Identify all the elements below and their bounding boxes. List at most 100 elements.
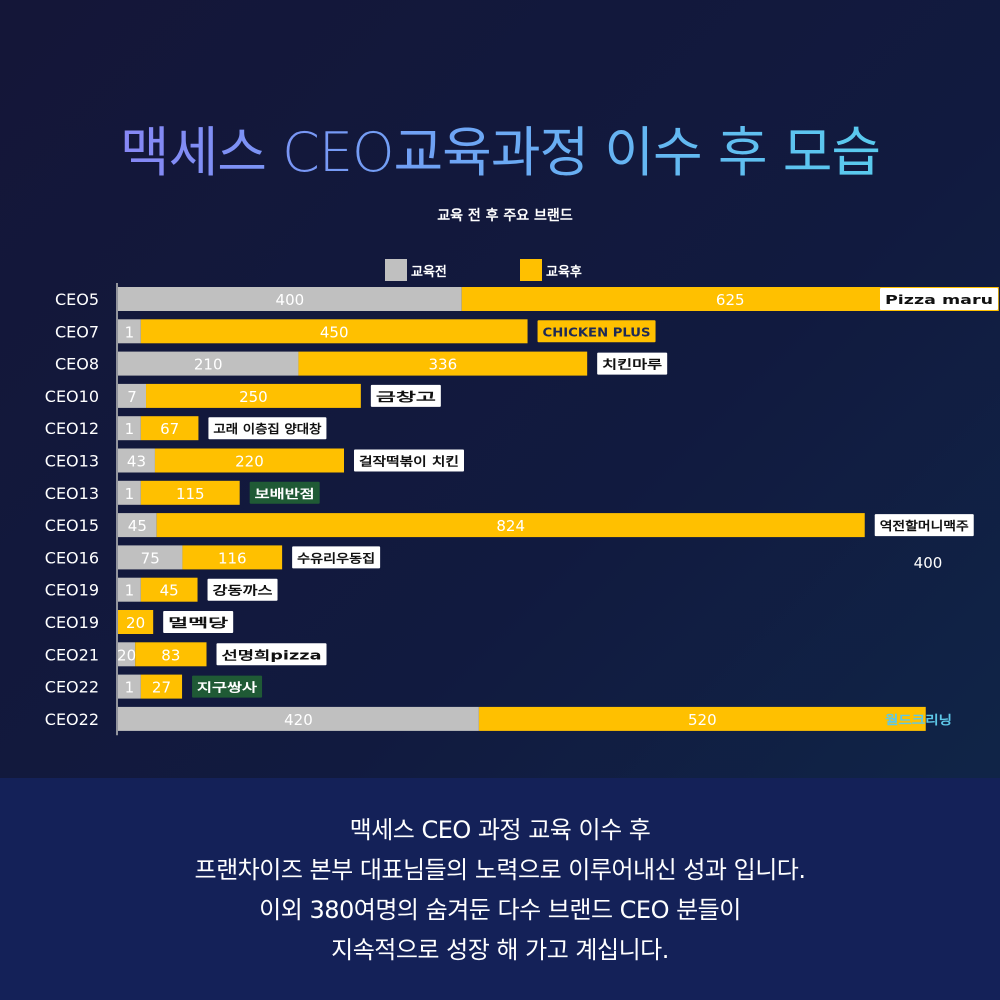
category-label: CEO10 (45, 387, 99, 406)
bar-before (118, 480, 141, 505)
brand-logo (874, 514, 974, 537)
brand-name: CHICKEN PLUS (543, 325, 651, 339)
bar-before (118, 383, 147, 408)
brand-logo (207, 578, 278, 601)
bar-before (118, 706, 479, 731)
value-label-after: 83 (161, 646, 180, 664)
value-label-before: 1 (125, 485, 135, 503)
brand-logo (370, 384, 441, 407)
legend-swatch-after (520, 259, 542, 281)
value-label-before: 1 (125, 679, 135, 697)
value-label-before: 1 (125, 323, 135, 341)
bar-after (140, 674, 183, 699)
bar-before (118, 642, 136, 667)
brand-name: 월드크리닝 (885, 712, 952, 727)
brand-name: 치킨마루 (602, 357, 662, 372)
brand-logo (192, 675, 263, 698)
category-label: CEO22 (45, 678, 99, 697)
brand-logo (537, 320, 656, 343)
category-label: CEO7 (55, 322, 99, 341)
bar-after (298, 351, 588, 376)
category-label: CEO16 (45, 548, 99, 567)
footer-line-3: 이외 380여명의 숨겨둔 다수 브랜드 CEO 분들이 (259, 896, 741, 924)
value-label-after: 20 (126, 614, 145, 632)
value-label-before: 43 (127, 453, 146, 471)
bar-before (118, 319, 141, 344)
brand-logo (163, 611, 234, 633)
brand-logo (249, 481, 320, 504)
category-label: CEO12 (45, 419, 99, 438)
value-label-before: 210 (194, 356, 223, 374)
brand-name: 고래 이층집 양대창 (213, 421, 321, 436)
value-label-before: 75 (141, 549, 160, 567)
value-label-after: 520 (688, 711, 717, 729)
bar-before (118, 674, 141, 699)
bar-after (140, 416, 199, 441)
brand-name: 역전할머니맥주 (880, 518, 969, 533)
brand-name: 멀멕당 (168, 615, 228, 630)
brand-name: 지구쌍사 (197, 680, 257, 695)
bar-before (118, 513, 157, 538)
value-label-before: 1 (125, 420, 135, 438)
bar-after (478, 706, 926, 731)
brand-logo (208, 417, 327, 440)
annotation-label: 400 (914, 554, 943, 572)
value-label-after: 67 (160, 420, 179, 438)
value-label-after: 115 (176, 485, 205, 503)
category-label: CEO15 (45, 516, 99, 535)
bar-before (118, 448, 155, 473)
brand-name: Pizza maru (885, 293, 993, 307)
category-label: CEO19 (45, 581, 99, 600)
category-label: CEO5 (55, 290, 99, 309)
bar-after (146, 383, 361, 408)
bar-before (118, 351, 299, 376)
bar-after (154, 448, 344, 473)
value-label-after: 250 (239, 388, 268, 406)
value-label-after: 27 (152, 679, 171, 697)
brand-name: 선명희pizza (222, 647, 322, 662)
value-label-after: 824 (496, 517, 525, 535)
value-label-after: 45 (160, 582, 179, 600)
brand-logo (880, 288, 998, 310)
brand-name: 금창고 (376, 389, 436, 404)
bar-before (118, 545, 183, 570)
category-label: CEO13 (45, 452, 99, 471)
value-label-before: 45 (128, 517, 147, 535)
brand-name: 수유리우동집 (297, 550, 375, 565)
footer-panel: 맥세스 CEO 과정 교육 이수 후 프랜차이즈 본부 대표님들의 노력으로 이… (0, 778, 1000, 1000)
value-label-before: 400 (276, 291, 305, 309)
value-label-before: 1 (125, 582, 135, 600)
bar-before (118, 287, 462, 311)
value-label-before: 7 (127, 388, 137, 406)
footer-line-4: 지속적으로 성장 해 가고 계십니다. (331, 936, 669, 964)
category-label: CEO8 (55, 355, 99, 374)
brand-name: 걸작떡볶이 치킨 (359, 454, 459, 469)
bar-after (140, 577, 198, 602)
brand-logo (353, 449, 464, 472)
value-label-before: 20 (117, 646, 136, 664)
bar-after (182, 545, 283, 570)
legend-label-before: 교육전 (411, 264, 447, 280)
brand-logo (292, 546, 381, 569)
headline: 맥세스 CEO교육과정 이수 후 모습 (0, 108, 1000, 187)
bar-before (118, 577, 141, 602)
value-label-after: 116 (218, 549, 247, 567)
brand-name: 보배반점 (255, 486, 315, 501)
brand-logo (216, 643, 327, 666)
legend-swatch-before (385, 259, 407, 281)
footer-line-2: 프랜차이즈 본부 대표님들의 노력으로 이루어내신 성과 입니다. (194, 856, 806, 884)
category-label: CEO19 (45, 613, 99, 632)
value-label-after: 336 (428, 356, 457, 374)
legend-label-after: 교육후 (546, 264, 582, 280)
value-label-after: 450 (320, 323, 349, 341)
brand-logo (597, 352, 668, 375)
category-label: CEO13 (45, 484, 99, 503)
value-label-after: 625 (716, 291, 745, 309)
bar-after (135, 642, 207, 667)
bar-after (140, 319, 528, 344)
value-label-before: 420 (284, 711, 313, 729)
chart-title: 교육 전 후 주요 브랜드 (437, 207, 573, 224)
footer-line-1: 맥세스 CEO 과정 교육 이수 후 (349, 816, 651, 844)
category-label: CEO22 (45, 710, 99, 729)
